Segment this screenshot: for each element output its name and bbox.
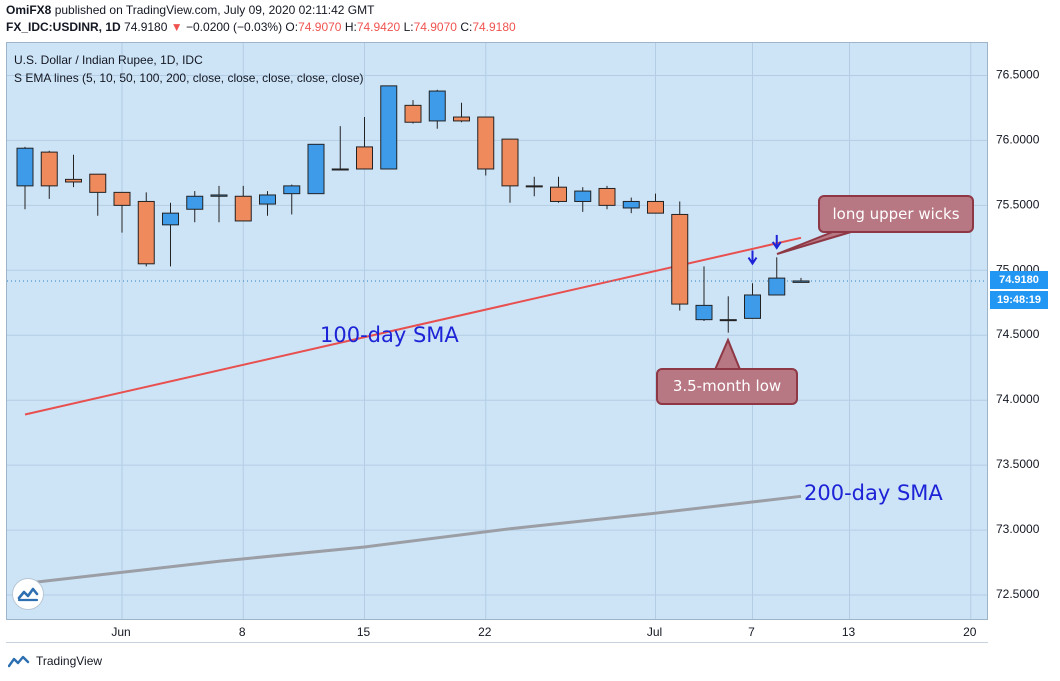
price-tick-label: 74.0000: [996, 392, 1040, 406]
candle-up: [525, 185, 543, 188]
time-tick-label: Jun: [111, 625, 130, 639]
candle-down: [453, 116, 470, 122]
low-value: 74.9070: [413, 20, 457, 34]
time-tick-label: 8: [239, 625, 246, 639]
sma200-line: [24, 494, 802, 585]
candle-up: [186, 195, 204, 210]
candle-up: [744, 294, 761, 319]
candle-up: [574, 190, 592, 202]
price-axis[interactable]: 72.5000 73.0000 73.5000 74.0000 74.5000 75.00…: [988, 42, 1060, 620]
candle-up: [210, 194, 228, 197]
down-arrow-icon: [771, 241, 782, 250]
ohlc-legend: FX_IDC:USDINR, 1D 74.9180 ▼ −0.0200 (−0.…: [6, 19, 516, 35]
last-price: 74.9180: [124, 20, 168, 34]
candle-up: [622, 200, 640, 209]
candle-down: [671, 213, 689, 305]
callout-long-upper-wicks: long upper wicks: [818, 195, 974, 233]
candle-up: [307, 143, 325, 195]
price-tick-label: 76.0000: [996, 132, 1040, 146]
time-axis-labels: Jun 8 15 22 Jul 7 13 20: [111, 625, 977, 639]
candle-up: [259, 194, 276, 205]
candle-down: [65, 178, 82, 183]
time-axis[interactable]: Jun 8 15 22 Jul 7 13 20: [6, 620, 988, 643]
candle-down: [477, 116, 495, 170]
down-arrow-icon: ▼: [170, 20, 183, 34]
indicator-title: S EMA lines (5, 10, 50, 100, 200, close,…: [14, 71, 364, 85]
price-tick-label: 73.0000: [996, 522, 1040, 536]
candle-down: [89, 173, 107, 193]
chart-pane[interactable]: [6, 42, 988, 620]
candle-up: [695, 304, 713, 321]
price-tick-label: 73.5000: [996, 457, 1040, 471]
down-arrow-icon: [747, 256, 758, 266]
open-value: 74.9070: [298, 20, 342, 34]
chart-title: U.S. Dollar / Indian Rupee, 1D, IDC: [14, 53, 203, 67]
price-tick-label: 74.5000: [996, 327, 1040, 341]
author-name: OmiFX8: [6, 3, 52, 17]
candle-up: [162, 212, 179, 226]
time-tick-label: Jul: [647, 625, 662, 639]
candle-down: [137, 200, 155, 265]
time-tick-label: 20: [963, 625, 977, 639]
high-value: 74.9420: [356, 20, 401, 34]
candle-down: [404, 104, 422, 123]
time-tick-label: 7: [748, 625, 755, 639]
price-tick-label: 76.5000: [996, 67, 1040, 81]
open-label: O:: [285, 20, 299, 34]
candle-down: [598, 187, 616, 206]
footer-brand[interactable]: TradingView: [36, 654, 103, 668]
candle-up: [428, 90, 446, 122]
tradingview-badge-icon[interactable]: [12, 578, 44, 610]
close-label: C:: [460, 20, 473, 34]
candle-down: [40, 151, 58, 187]
candle-up: [380, 85, 398, 170]
sma100-label: 100-day SMA: [320, 323, 459, 347]
callout-pointer: [776, 229, 852, 255]
time-tick-label: 13: [842, 625, 856, 639]
candle-down: [356, 146, 373, 170]
candle-down: [501, 138, 519, 187]
price-tick-label: 72.5000: [996, 587, 1040, 601]
bar-countdown-tag: 19:48:19: [990, 290, 1048, 309]
candle-up: [331, 168, 349, 171]
low-label: L:: [403, 20, 414, 34]
candle-down: [113, 191, 131, 206]
publish-info: published on TradingView.com, July 09, 2…: [51, 3, 375, 17]
candle-down: [647, 200, 664, 214]
close-value: 74.9180: [472, 20, 516, 34]
candle-up: [283, 185, 301, 195]
candle-up: [792, 280, 810, 283]
tradingview-logo-icon: [8, 655, 30, 668]
footer: TradingView: [8, 654, 102, 668]
candle-up: [768, 277, 786, 296]
candle-down: [234, 195, 252, 222]
symbol-label: FX_IDC:USDINR, 1D: [6, 20, 121, 34]
price-axis-labels: 72.500073.000073.500074.000074.500075.00…: [996, 67, 1040, 601]
candle-up: [719, 319, 737, 322]
last-price-tag: 74.9180: [990, 270, 1048, 289]
time-tick-label: 15: [357, 625, 371, 639]
change-value: −0.0200 (−0.03%): [186, 20, 283, 34]
publish-header: OmiFX8 published on TradingView.com, Jul…: [6, 2, 374, 18]
callout-3-5-month-low: 3.5-month low: [656, 368, 798, 405]
high-label: H:: [344, 20, 357, 34]
time-tick-label: 22: [478, 625, 492, 639]
sma200-label: 200-day SMA: [804, 481, 943, 505]
candlestick-chart[interactable]: [7, 43, 988, 620]
price-tick-label: 75.5000: [996, 197, 1040, 211]
candle-up: [16, 147, 34, 187]
candle-down: [550, 186, 567, 202]
